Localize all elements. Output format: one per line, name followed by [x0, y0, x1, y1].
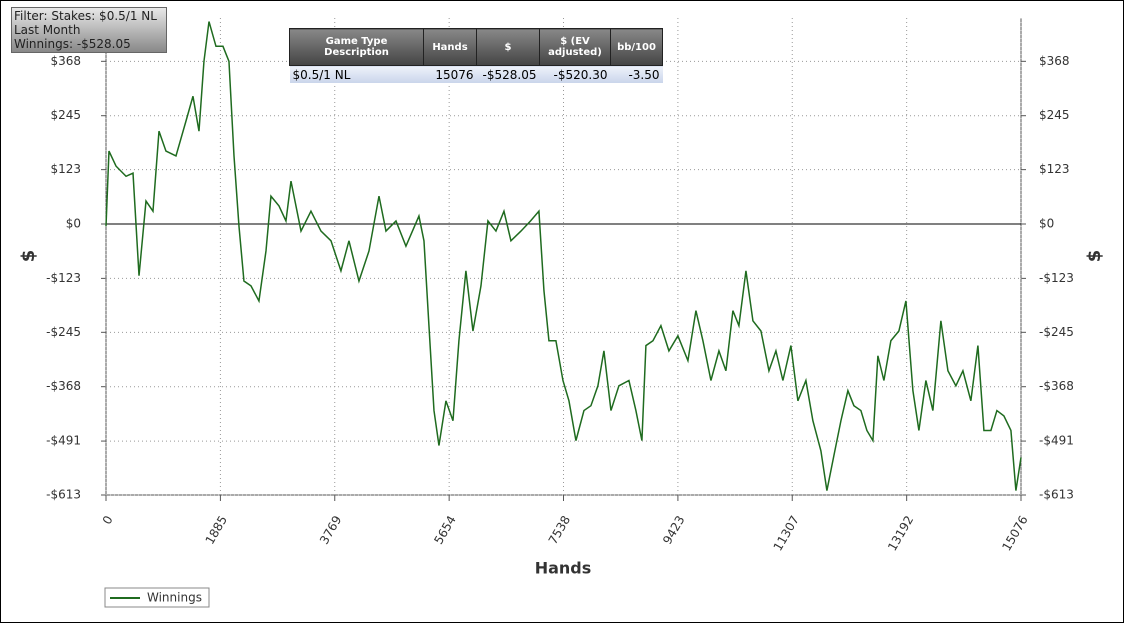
x-tick-label: 11307: [771, 513, 802, 553]
y-axis-label: $: [18, 250, 39, 263]
x-tick-label: 7538: [546, 513, 573, 546]
x-tick-label: 9423: [660, 513, 687, 546]
y-tick-label: -$245: [46, 325, 81, 339]
x-tick-label: 13192: [885, 513, 916, 553]
filter-line: Filter: Stakes: $0.5/1 NL: [14, 9, 157, 23]
table-cell: -3.50: [610, 65, 663, 83]
y-tick-label: $123: [50, 162, 81, 176]
filter-line: Last Month: [14, 23, 81, 37]
x-tick-label: 0: [100, 513, 116, 527]
column-header: Game Type Description: [289, 28, 424, 66]
y-tick-label: $368: [50, 54, 81, 68]
y2-tick-label: $0: [1039, 217, 1054, 231]
y-tick-label: -$368: [46, 379, 81, 393]
header-row: Game Type Description Hands $ $ (EV adjuste…: [289, 28, 663, 66]
y-tick-label: -$123: [46, 271, 81, 285]
y2-tick-label: $368: [1039, 54, 1070, 68]
table-cell: -$528.05: [476, 65, 540, 83]
y2-tick-label: -$245: [1039, 325, 1074, 339]
filter-box: Filter: Stakes: $0.5/1 NL Last Month Winni…: [11, 7, 167, 53]
y-tick-label: $0: [66, 217, 81, 231]
column-header: Hands: [423, 28, 477, 66]
column-header: $ (EV adjusted): [539, 28, 611, 66]
y2-tick-label: -$368: [1039, 379, 1074, 393]
y2-tick-label: -$613: [1039, 488, 1074, 502]
table-row: $0.5/1 NL 15076 -$528.05 -$520.30 -3.50: [289, 65, 663, 83]
x-tick-label: 15076: [999, 513, 1030, 553]
filter-line: Winnings: -$528.05: [14, 37, 131, 51]
table-cell: $0.5/1 NL: [289, 65, 424, 83]
table-cell: -$520.30: [539, 65, 611, 83]
column-header: bb/100: [610, 28, 663, 66]
summary-table: Game Type Description Hands $ $ (EV adjuste…: [289, 28, 663, 83]
y2-tick-label: $245: [1039, 108, 1070, 122]
legend-label: Winnings: [147, 591, 202, 605]
y2-tick-label: -$491: [1039, 434, 1074, 448]
y-tick-label: $245: [50, 108, 81, 122]
y2-axis-label: $: [1084, 250, 1105, 263]
x-tick-label: 3769: [317, 513, 344, 546]
y-tick-label: -$491: [46, 434, 81, 448]
table-cell: 15076: [423, 65, 477, 83]
y-tick-label: -$613: [46, 488, 81, 502]
x-tick-label: 1885: [203, 513, 230, 546]
legend-box: [104, 587, 210, 608]
column-header: $: [476, 28, 540, 66]
y2-tick-label: $123: [1039, 162, 1070, 176]
y2-tick-label: -$123: [1039, 271, 1074, 285]
x-tick-label: 5654: [431, 513, 458, 546]
x-axis-label: Hands: [535, 559, 592, 578]
line: [105, 21, 1022, 491]
